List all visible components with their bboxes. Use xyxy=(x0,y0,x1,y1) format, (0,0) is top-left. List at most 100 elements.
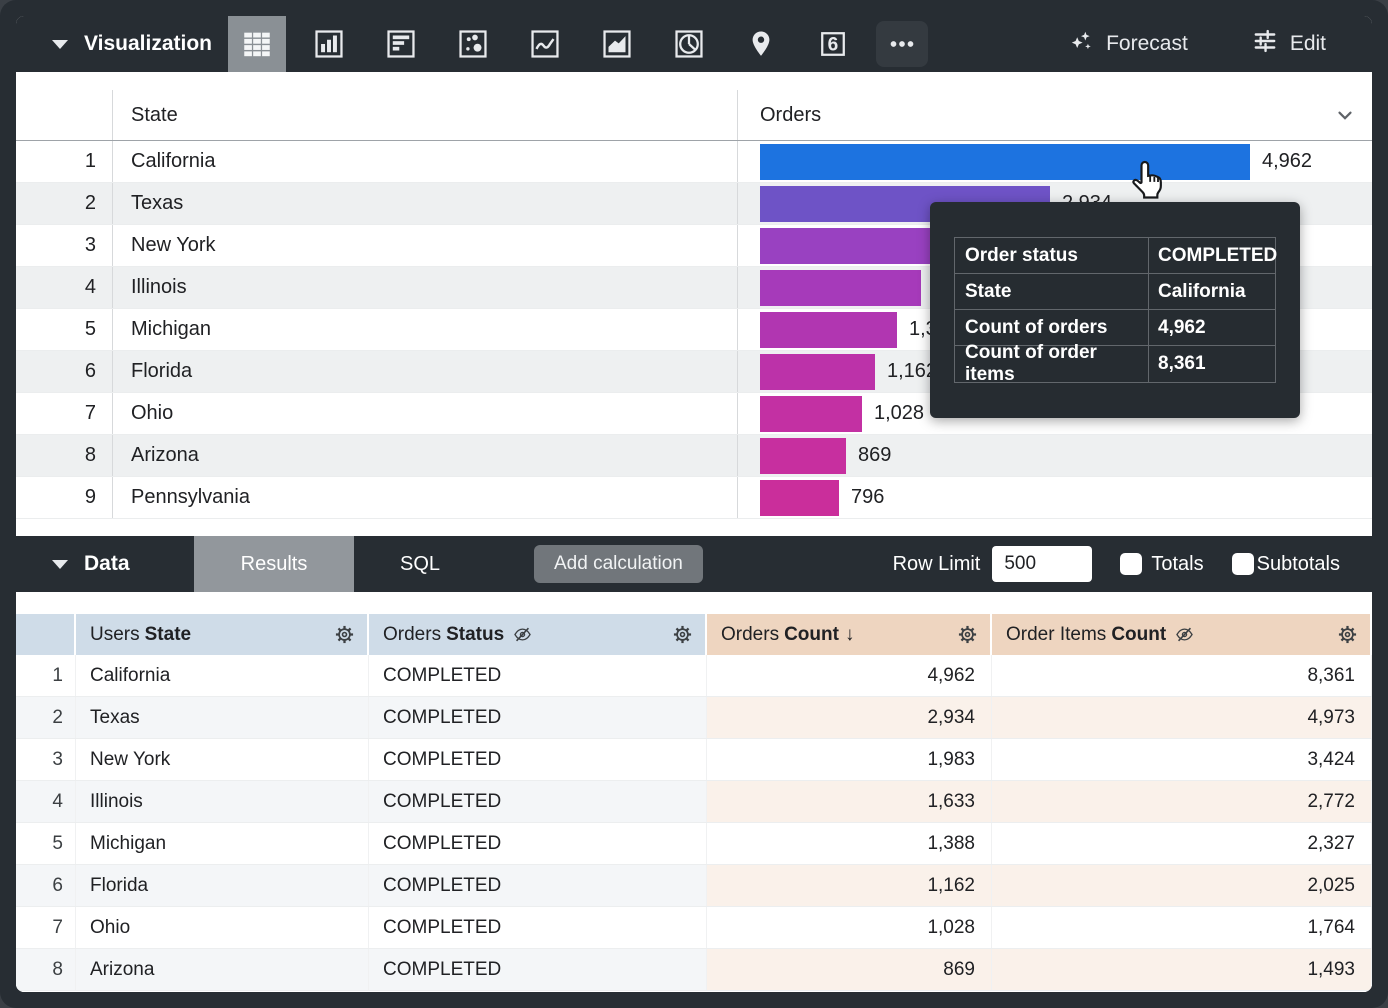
viz-rownum-header xyxy=(16,90,113,140)
viz-state-cell[interactable]: Florida xyxy=(113,351,738,392)
viz-state-cell[interactable]: Arizona xyxy=(113,435,738,476)
measure-cell[interactable]: 8,361 xyxy=(992,655,1372,696)
column-gear-icon[interactable] xyxy=(334,624,355,645)
forecast-button[interactable]: Forecast xyxy=(1068,28,1188,60)
measure-cell[interactable]: 2,934 xyxy=(707,697,992,738)
table-row: 3 New York COMPLETED 1,983 3,424 xyxy=(16,739,1372,781)
viz-state-cell[interactable]: California xyxy=(113,141,738,182)
viz-row: 5Michigan1,388 xyxy=(16,309,1372,351)
dimension-cell[interactable]: COMPLETED xyxy=(369,739,707,780)
column-header-orders-status[interactable]: Orders Status xyxy=(369,614,707,655)
edit-label: Edit xyxy=(1289,32,1326,55)
scatter-plot-icon xyxy=(456,27,490,61)
viz-orders-column-header[interactable]: Orders xyxy=(738,90,1372,140)
dimension-cell[interactable]: COMPLETED xyxy=(369,697,707,738)
viz-row-number: 7 xyxy=(16,393,113,434)
subtotals-checkbox[interactable] xyxy=(1231,553,1254,575)
svg-text:6: 6 xyxy=(828,35,839,56)
measure-cell[interactable]: 1,493 xyxy=(992,949,1372,990)
viz-row-number: 3 xyxy=(16,225,113,266)
column-gear-icon[interactable] xyxy=(1337,624,1358,645)
viz-state-cell[interactable]: Ohio xyxy=(113,393,738,434)
add-calculation-button[interactable]: Add calculation xyxy=(534,545,703,583)
measure-cell[interactable]: 1,633 xyxy=(707,781,992,822)
viz-state-cell[interactable]: Michigan xyxy=(113,309,738,350)
orders-bar[interactable] xyxy=(760,479,839,516)
data-table-body: 1 California COMPLETED 4,962 8,361 2 Texas COMP… xyxy=(16,655,1372,991)
tooltip-row: State California xyxy=(955,274,1275,310)
column-view-name: Order Items xyxy=(1006,623,1107,645)
orders-bar[interactable] xyxy=(760,269,921,306)
visualization-section-toggle[interactable]: Visualization xyxy=(16,32,212,56)
measure-cell[interactable]: 4,962 xyxy=(707,655,992,696)
dimension-cell[interactable]: Illinois xyxy=(76,781,369,822)
dimension-cell[interactable]: COMPLETED xyxy=(369,781,707,822)
column-gear-icon[interactable] xyxy=(957,624,978,645)
measure-cell[interactable]: 1,028 xyxy=(707,907,992,948)
measure-cell[interactable]: 1,764 xyxy=(992,907,1372,948)
orders-bar[interactable] xyxy=(760,353,875,390)
column-chart-viz-button[interactable] xyxy=(300,16,358,72)
tooltip-row: Count of order items 8,361 xyxy=(955,342,1275,385)
bar-value-label: 869 xyxy=(858,444,892,466)
tab-results[interactable]: Results xyxy=(194,536,354,592)
dimension-cell[interactable]: Ohio xyxy=(76,907,369,948)
tab-sql[interactable]: SQL xyxy=(399,552,441,575)
measure-cell[interactable]: 4,973 xyxy=(992,697,1372,738)
viz-state-cell[interactable]: New York xyxy=(113,225,738,266)
data-toolbar-right: Row Limit Totals Subtotals xyxy=(893,546,1372,582)
scatter-plot-viz-button[interactable] xyxy=(444,16,502,72)
orders-bar[interactable] xyxy=(760,311,897,348)
measure-cell[interactable]: 2,772 xyxy=(992,781,1372,822)
orders-bar[interactable] xyxy=(760,227,956,264)
data-section-toggle[interactable]: Data xyxy=(16,552,194,576)
chevron-down-icon[interactable] xyxy=(1334,104,1356,126)
row-limit-input[interactable] xyxy=(992,546,1093,582)
column-header-orders-count[interactable]: Orders Count ↓ xyxy=(707,614,992,655)
line-chart-viz-button[interactable] xyxy=(516,16,574,72)
viz-row: 7 Ohio 1,028 xyxy=(16,393,1372,435)
dimension-cell[interactable]: Texas xyxy=(76,697,369,738)
measure-cell[interactable]: 869 xyxy=(707,949,992,990)
dimension-cell[interactable]: Florida xyxy=(76,865,369,906)
column-field-name: Count xyxy=(1111,623,1167,645)
row-number: 6 xyxy=(16,865,76,906)
single-value-viz-button[interactable]: 6 xyxy=(804,16,862,72)
orders-bar[interactable] xyxy=(760,143,1250,180)
measure-cell[interactable]: 2,327 xyxy=(992,823,1372,864)
table-row: 6 Florida COMPLETED 1,162 2,025 xyxy=(16,865,1372,907)
orders-bar[interactable] xyxy=(760,437,846,474)
measure-cell[interactable]: 1,162 xyxy=(707,865,992,906)
area-chart-viz-button[interactable] xyxy=(588,16,646,72)
column-header-users-state[interactable]: Users State xyxy=(76,614,369,655)
column-gear-icon[interactable] xyxy=(672,624,693,645)
table-viz-button[interactable] xyxy=(227,16,286,72)
orders-bar[interactable] xyxy=(760,395,862,432)
edit-button[interactable]: Edit xyxy=(1252,28,1326,60)
dimension-cell[interactable]: Arizona xyxy=(76,949,369,990)
viz-state-column-header[interactable]: State xyxy=(113,90,738,140)
dimension-cell[interactable]: Michigan xyxy=(76,823,369,864)
dimension-cell[interactable]: COMPLETED xyxy=(369,655,707,696)
dimension-cell[interactable]: New York xyxy=(76,739,369,780)
dimension-cell[interactable]: California xyxy=(76,655,369,696)
measure-cell[interactable]: 3,424 xyxy=(992,739,1372,780)
measure-cell[interactable]: 1,388 xyxy=(707,823,992,864)
viz-state-cell[interactable]: Texas xyxy=(113,183,738,224)
dimension-cell[interactable]: COMPLETED xyxy=(369,823,707,864)
measure-cell[interactable]: 2,025 xyxy=(992,865,1372,906)
dimension-cell[interactable]: COMPLETED xyxy=(369,865,707,906)
column-header-order-items-count[interactable]: Order Items Count xyxy=(992,614,1372,655)
pie-chart-viz-button[interactable] xyxy=(660,16,718,72)
measure-cell[interactable]: 1,983 xyxy=(707,739,992,780)
dimension-cell[interactable]: COMPLETED xyxy=(369,949,707,990)
dimension-cell[interactable]: COMPLETED xyxy=(369,907,707,948)
viz-state-cell[interactable]: Illinois xyxy=(113,267,738,308)
totals-checkbox[interactable] xyxy=(1120,553,1143,575)
viz-orders-cell: 1,028 xyxy=(738,393,1372,434)
bar-chart-viz-button[interactable] xyxy=(372,16,430,72)
more-viz-types-button[interactable] xyxy=(875,21,928,67)
viz-state-cell[interactable]: Pennsylvania xyxy=(113,477,738,518)
map-viz-button[interactable] xyxy=(732,16,790,72)
